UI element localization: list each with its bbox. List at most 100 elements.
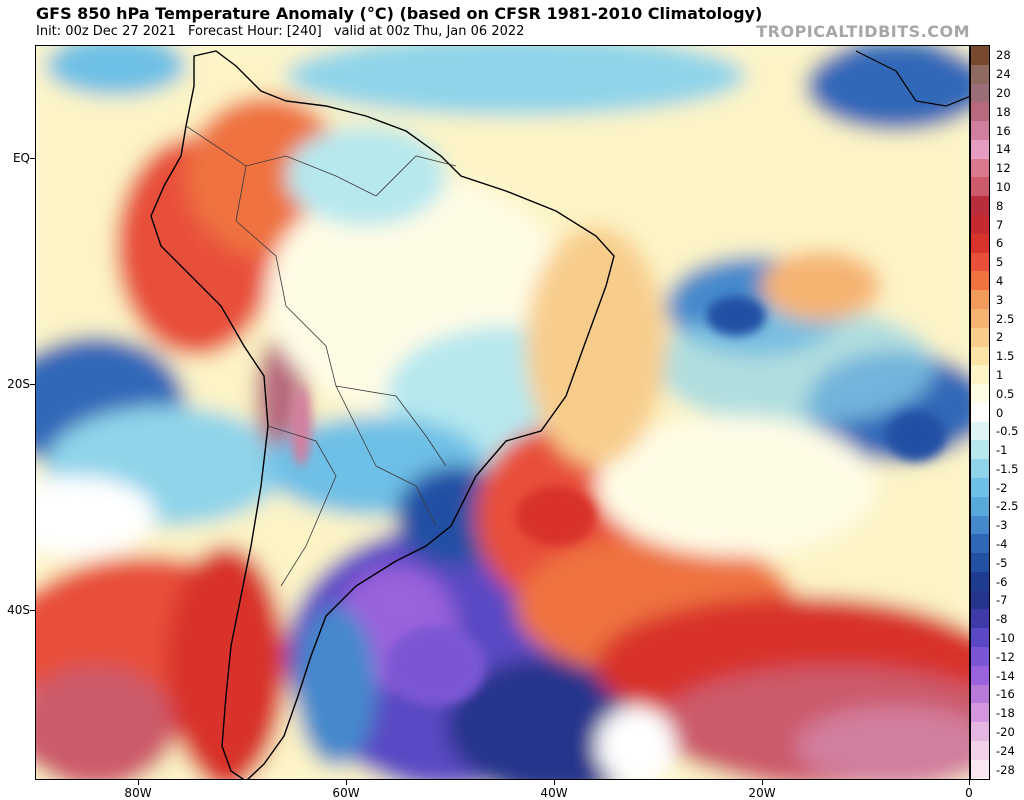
colorbar-swatch <box>971 534 989 554</box>
colorbar-swatch <box>971 83 989 103</box>
colorbar-swatch <box>971 684 989 704</box>
colorbar-label: 10 <box>996 179 1011 194</box>
south-america-coastline <box>150 50 615 779</box>
colorbar-label: -3 <box>996 518 1008 533</box>
colorbar-swatch <box>971 327 989 347</box>
valid-time: valid at 00z Thu, Jan 06 2022 <box>333 24 525 39</box>
colorbar-label: -1 <box>996 443 1008 458</box>
colorbar-swatch <box>971 740 989 760</box>
colorbar-label: 18 <box>996 104 1011 119</box>
colorbar-label: -14 <box>996 668 1015 683</box>
colorbar-label: 0 <box>996 405 1004 420</box>
xtick-20w <box>762 780 763 785</box>
colorbar-swatch <box>971 628 989 647</box>
colorbar-swatch <box>971 196 989 216</box>
xlabel-40w: 40W <box>540 786 568 800</box>
colorbar <box>970 45 990 780</box>
colorbar-swatch <box>971 290 989 309</box>
country-borders <box>185 125 457 587</box>
xlabel-20w: 20W <box>748 786 776 800</box>
colorbar-swatch <box>971 46 989 65</box>
colorbar-label: -2 <box>996 480 1008 495</box>
anomaly-map <box>35 45 970 780</box>
colorbar-label: -18 <box>996 706 1015 721</box>
colorbar-swatch <box>971 158 989 178</box>
colorbar-label: 12 <box>996 161 1011 176</box>
colorbar-label: 2 <box>996 330 1004 345</box>
colorbar-label: 1 <box>996 367 1004 382</box>
colorbar-label: 8 <box>996 198 1004 213</box>
colorbar-swatch <box>971 553 989 572</box>
colorbar-label: -6 <box>996 574 1008 589</box>
colorbar-label: -0.5 <box>996 424 1019 439</box>
xtick-0 <box>969 780 970 785</box>
colorbar-swatch <box>971 496 989 516</box>
colorbar-swatch <box>971 759 989 779</box>
colorbar-swatch <box>971 477 989 497</box>
colorbar-label: 24 <box>996 67 1011 82</box>
colorbar-swatch <box>971 440 989 460</box>
colorbar-swatch <box>971 722 989 741</box>
colorbar-label: -12 <box>996 649 1015 664</box>
colorbar-label: 0.5 <box>996 386 1015 401</box>
ytick-40s <box>30 610 35 611</box>
ylabel-eq: EQ <box>12 151 30 165</box>
colorbar-label: -1.5 <box>996 461 1019 476</box>
colorbar-swatch <box>971 515 989 535</box>
colorbar-swatch <box>971 252 989 272</box>
colorbar-swatch <box>971 139 989 159</box>
map-subtitle: Init: 00z Dec 27 2021 Forecast Hour: [24… <box>36 24 524 39</box>
colorbar-swatch <box>971 384 989 403</box>
map-title: GFS 850 hPa Temperature Anomaly (°C) (ba… <box>36 4 763 23</box>
colorbar-swatch <box>971 647 989 666</box>
colorbar-label: -20 <box>996 725 1015 739</box>
colorbar-label: -4 <box>996 537 1008 552</box>
colorbar-label: 5 <box>996 255 1004 270</box>
forecast-hour: Forecast Hour: [240] <box>187 24 322 39</box>
colorbar-swatch <box>971 177 989 197</box>
colorbar-swatch <box>971 102 989 122</box>
colorbar-swatch <box>971 215 989 234</box>
xlabel-60w: 60W <box>332 786 360 800</box>
xtick-80w <box>138 780 139 785</box>
colorbar-label: -7 <box>996 593 1008 608</box>
ytick-eq <box>30 158 35 159</box>
colorbar-label: -10 <box>996 631 1015 646</box>
colorbar-label: 7 <box>996 217 1004 232</box>
ylabel-40s: 40S <box>7 603 30 617</box>
colorbar-label: 1.5 <box>996 349 1015 364</box>
colorbar-swatch <box>971 421 989 441</box>
colorbar-swatch <box>971 121 989 140</box>
anomaly-field <box>36 46 969 779</box>
colorbar-swatch <box>971 365 989 385</box>
colorbar-label: 6 <box>996 236 1004 251</box>
colorbar-label: 2.5 <box>996 311 1015 326</box>
colorbar-label: -16 <box>996 687 1015 702</box>
colorbar-label: 28 <box>996 48 1011 63</box>
anomaly-map-svg <box>36 46 969 779</box>
colorbar-swatch <box>971 571 989 591</box>
colorbar-swatch <box>971 402 989 422</box>
colorbar-swatch <box>971 271 989 291</box>
colorbar-label: -5 <box>996 555 1008 570</box>
xtick-60w <box>346 780 347 785</box>
colorbar-swatch <box>971 233 989 253</box>
colorbar-label: 14 <box>996 142 1011 157</box>
colorbar-swatch <box>971 346 989 366</box>
colorbar-swatch <box>971 459 989 478</box>
colorbar-label: 3 <box>996 292 1004 307</box>
colorbar-swatch <box>971 703 989 723</box>
africa-coastline <box>855 50 969 107</box>
ytick-20s <box>30 384 35 385</box>
xlabel-80w: 80W <box>124 786 152 800</box>
colorbar-label: 4 <box>996 273 1004 288</box>
colorbar-swatch <box>971 590 989 610</box>
watermark: TROPICALTIDBITS.COM <box>756 22 970 41</box>
colorbar-label: -24 <box>996 743 1015 758</box>
colorbar-swatch <box>971 64 989 84</box>
xlabel-0: 0 <box>965 786 973 800</box>
colorbar-swatch <box>971 665 989 685</box>
colorbar-swatch <box>971 609 989 629</box>
colorbar-labels: 28 24 20 18 16 14 12 10 8 7 6 5 4 3 2.5 2 1.5 1 0.5 0 -0.5 -1… <box>994 45 1024 780</box>
init-time: Init: 00z Dec 27 2021 <box>36 24 176 39</box>
